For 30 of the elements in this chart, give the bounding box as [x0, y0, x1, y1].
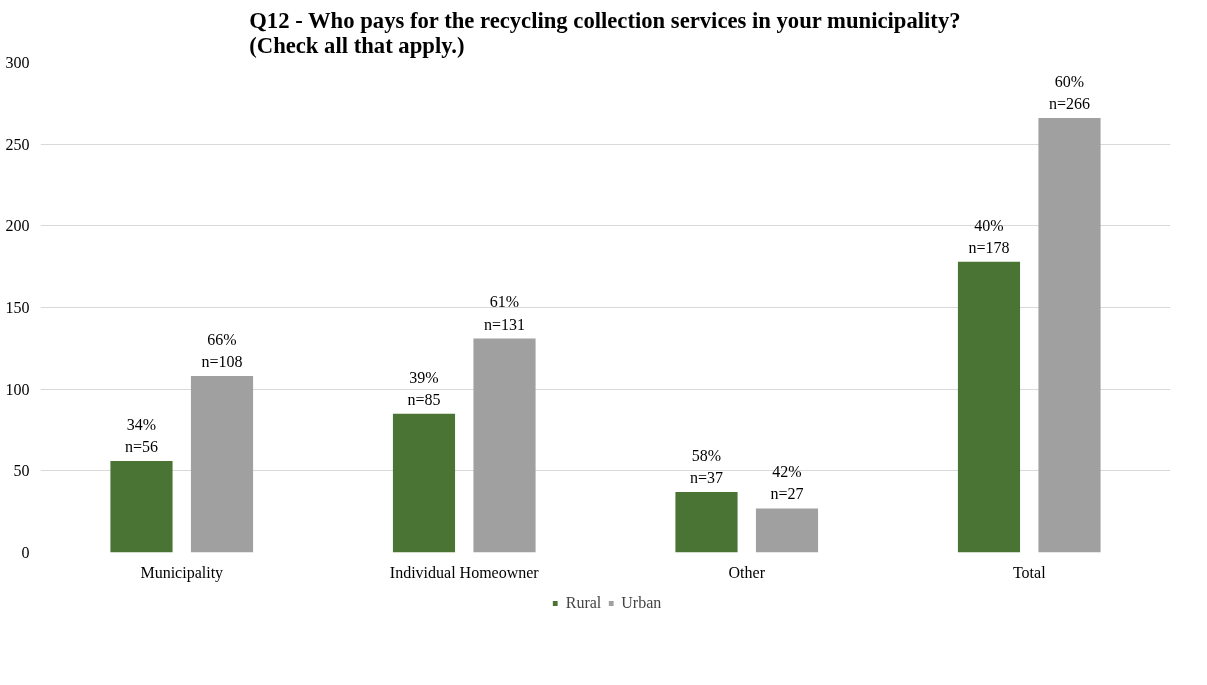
- y-tick-label: 200: [5, 217, 30, 235]
- data-label: 42% n=27: [770, 463, 804, 503]
- data-label: 58% n=37: [689, 446, 724, 487]
- x-tick-label: Other: [728, 563, 766, 581]
- y-tick-label: 300: [5, 54, 30, 71]
- x-tick-label: Total: [1012, 563, 1047, 581]
- bar: [392, 413, 456, 553]
- bar: [1038, 118, 1101, 553]
- data-label: 60% n=266: [1048, 72, 1091, 113]
- bar: [110, 461, 173, 553]
- y-tick-label: 150: [5, 299, 30, 316]
- data-label: 39% n=85: [407, 368, 441, 408]
- legend-label: Urban: [621, 594, 662, 612]
- bar: [473, 338, 536, 553]
- x-tick-label: Municipality: [140, 563, 224, 582]
- data-label: 61% n=131: [483, 293, 526, 333]
- x-tick-label: Individual Homeowner: [389, 563, 540, 581]
- bar: [190, 376, 254, 553]
- bar: [675, 492, 738, 553]
- y-tick-label: 0: [21, 544, 30, 561]
- data-label: 66% n=108: [201, 331, 243, 371]
- y-tick-label: 50: [13, 462, 30, 480]
- data-label: 40% n=178: [968, 216, 1010, 256]
- data-label: 34% n=56: [124, 415, 159, 456]
- y-tick-label: 100: [5, 380, 30, 398]
- chart-title: Q12 - Who pays for the recycling collection services in your municipality? (Check all that apply.): [249, 7, 961, 58]
- bar: [755, 508, 819, 553]
- bar: [957, 261, 1021, 553]
- y-tick-label: 250: [5, 135, 30, 153]
- legend-label: Rural: [565, 594, 602, 612]
